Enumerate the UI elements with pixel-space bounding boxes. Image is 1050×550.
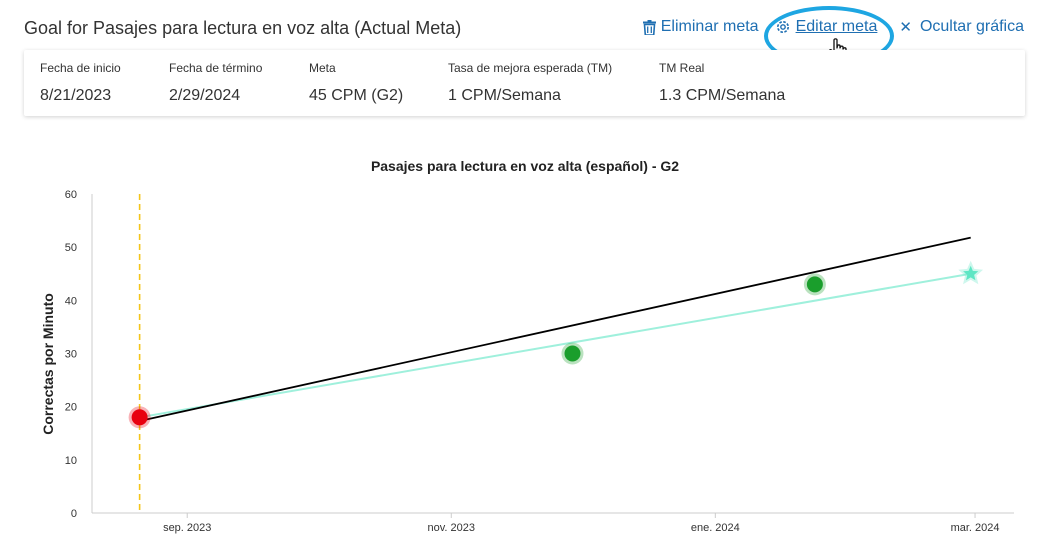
edit-goal-label: Editar meta xyxy=(795,18,878,35)
field-label: Fecha de término xyxy=(169,61,263,75)
page-title: Goal for Pasajes para lectura en voz alt… xyxy=(24,18,462,38)
x-tick-label: sep. 2023 xyxy=(163,522,211,534)
goal-header: Goal for Pasajes para lectura en voz alt… xyxy=(24,18,1034,42)
field-label: TM Real xyxy=(659,61,705,75)
delete-goal-label: Eliminar meta xyxy=(660,18,759,35)
field-label: Meta xyxy=(309,61,336,75)
y-tick-label: 10 xyxy=(65,455,77,467)
edit-goal-button[interactable]: Editar meta xyxy=(775,18,878,36)
trend-line xyxy=(139,236,971,422)
trash-icon xyxy=(642,19,656,35)
field-value: 1.3 CPM/Semana xyxy=(659,87,786,104)
y-axis-label: Correctas por Minuto xyxy=(40,293,56,435)
y-tick-label: 40 xyxy=(65,295,77,307)
data-point xyxy=(806,276,823,293)
field-label: Tasa de mejora esperada (TM) xyxy=(448,61,613,75)
progress-chart: Pasajes para lectura en voz alta (españo… xyxy=(40,158,1014,534)
y-tick-label: 0 xyxy=(71,508,77,520)
goal-star xyxy=(963,265,979,281)
baseline-point xyxy=(131,409,148,426)
x-tick-label: nov. 2023 xyxy=(428,522,476,534)
field-value: 45 CPM (G2) xyxy=(309,87,404,104)
y-tick-label: 20 xyxy=(65,402,77,414)
y-tick-label: 30 xyxy=(65,349,77,361)
field-value: 2/29/2024 xyxy=(169,87,241,104)
gear-icon xyxy=(776,21,789,33)
field-value: 8/21/2023 xyxy=(40,87,112,104)
y-tick-label: 60 xyxy=(65,189,77,201)
field-label: Fecha de inicio xyxy=(40,61,121,75)
hide-chart-button[interactable]: ✕ Ocultar gráfica xyxy=(899,18,1024,36)
field-value: 1 CPM/Semana xyxy=(448,87,561,104)
x-tick-label: mar. 2024 xyxy=(951,522,1000,534)
goal-summary-card: Fecha de inicio 8/21/2023 Fecha de térmi… xyxy=(24,50,1025,116)
x-tick-label: ene. 2024 xyxy=(691,522,740,534)
goal-actions: Eliminar meta Editar meta ✕ Ocultar gráf… xyxy=(642,18,1024,36)
close-icon: ✕ xyxy=(899,19,912,36)
data-point xyxy=(564,345,581,362)
y-tick-label: 50 xyxy=(65,242,77,254)
hide-chart-label: Ocultar gráfica xyxy=(919,18,1024,35)
delete-goal-button[interactable]: Eliminar meta xyxy=(642,18,759,36)
goal-line xyxy=(139,272,971,419)
chart-title: Pasajes para lectura en voz alta (españo… xyxy=(371,158,679,174)
